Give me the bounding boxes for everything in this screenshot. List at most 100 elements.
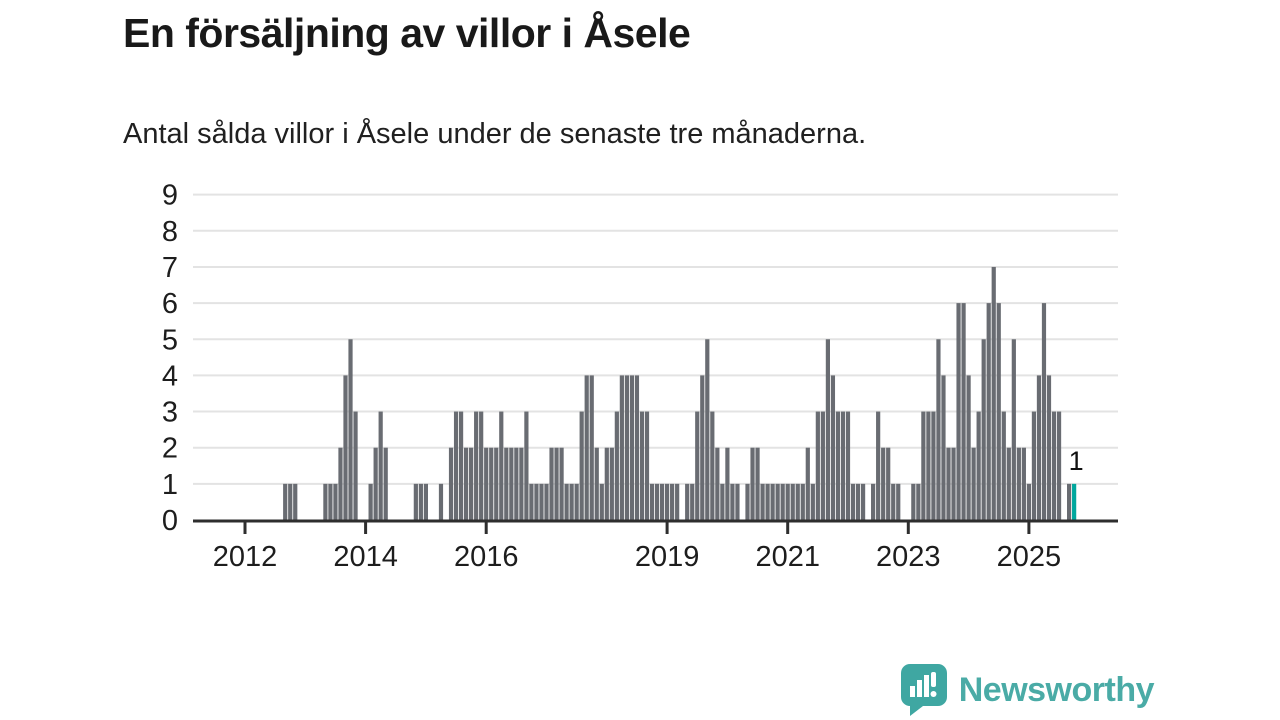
bar-month-154 [1016, 447, 1021, 520]
bar-month-108 [785, 483, 790, 520]
bar-month-64 [564, 483, 569, 520]
bar-month-88 [685, 483, 690, 520]
bar-month-89 [690, 483, 695, 520]
bar-month-76 [624, 375, 629, 520]
bar-month-128 [886, 447, 891, 520]
x-axis-label-2012: 2012 [213, 541, 278, 573]
bar-month-149 [991, 266, 996, 520]
bar-month-78 [634, 375, 640, 520]
bar-month-156 [1026, 483, 1031, 520]
bar-month-123 [860, 483, 866, 520]
logo-exclamation-dot [930, 691, 937, 697]
bar-month-70 [594, 447, 599, 520]
bar-month-118 [835, 411, 841, 520]
bar-month-79 [639, 411, 645, 520]
bar-month-69 [589, 375, 594, 520]
logo-exclamation-stem [930, 672, 936, 687]
bar-month-98 [735, 483, 740, 520]
bar-month-41 [448, 447, 454, 520]
bar-month-77 [629, 375, 635, 520]
bar-month-117 [830, 375, 836, 520]
bar-month-52 [504, 447, 509, 520]
bar-month-53 [509, 447, 514, 520]
y-axis-label-2: 2 [162, 433, 178, 465]
bar-month-19 [338, 447, 343, 520]
bar-month-82 [654, 483, 660, 520]
bar-month-65 [569, 483, 574, 520]
newsworthy-logo-icon [900, 664, 947, 716]
bar-month-148 [986, 303, 991, 520]
bar-month-109 [790, 483, 795, 520]
bar-month-100 [745, 483, 750, 520]
bar-month-138 [936, 339, 941, 520]
bar-month-152 [1006, 447, 1011, 520]
bar-month-116 [825, 339, 830, 520]
bar-month-61 [549, 447, 554, 520]
page-title: En försäljning av villor i Åsele [123, 10, 691, 56]
bar-month-137 [931, 411, 936, 520]
bar-month-162 [1056, 411, 1062, 520]
y-axis-label-3: 3 [162, 397, 178, 429]
bar-month-86 [675, 483, 680, 520]
x-axis-label-2025: 2025 [997, 541, 1062, 573]
bar-month-44 [464, 447, 469, 520]
logo-bar-small [909, 686, 915, 697]
bar-month-93 [710, 411, 715, 520]
bar-month-105 [770, 483, 775, 520]
bar-month-59 [539, 483, 544, 520]
bar-month-126 [876, 411, 881, 520]
bar-month-147 [981, 339, 986, 520]
x-axis-label-2021: 2021 [755, 541, 820, 573]
highlight-value-label: 1 [1069, 446, 1084, 476]
bar-month-119 [840, 411, 846, 520]
y-axis-label-8: 8 [162, 216, 178, 248]
y-axis-label-9: 9 [162, 180, 178, 212]
bar-month-153 [1011, 339, 1016, 520]
bar-month-101 [750, 447, 755, 520]
bar-month-133 [911, 483, 916, 520]
bar-month-144 [966, 375, 971, 520]
bar-month-158 [1036, 375, 1042, 520]
y-axis-label-5: 5 [162, 324, 178, 356]
bar-month-42 [453, 411, 459, 520]
bar-month-120 [845, 411, 851, 520]
bar-month-58 [534, 483, 539, 520]
brand-name: Newsworthy [958, 670, 1155, 709]
bar-month-139 [941, 375, 946, 520]
bar-month-39 [438, 483, 444, 520]
bar-month-90 [695, 411, 700, 520]
bar-month-71 [599, 483, 604, 520]
bar-month-111 [800, 483, 805, 520]
bar-month-129 [891, 483, 896, 520]
y-axis-label-4: 4 [162, 360, 178, 392]
logo-bar-medium [916, 680, 922, 697]
bar-month-125 [871, 483, 876, 520]
bar-month-112 [805, 447, 810, 520]
bar-month-83 [659, 483, 665, 520]
bar-month-55 [519, 447, 524, 520]
bar-month-45 [469, 447, 474, 520]
x-axis-label-2016: 2016 [454, 541, 519, 573]
bar-month-20 [343, 375, 348, 520]
bar-month-161 [1051, 411, 1057, 520]
bar-month-102 [755, 447, 760, 520]
bar-month-9 [288, 483, 293, 520]
bar-month-17 [328, 483, 333, 520]
bar-month-47 [479, 411, 484, 520]
bar-month-130 [896, 483, 901, 520]
bar-month-74 [614, 411, 619, 520]
bar-month-103 [760, 483, 765, 520]
bar-month-63 [559, 447, 564, 520]
bar-month-95 [720, 483, 725, 520]
bar-month-164 [1067, 483, 1072, 520]
bar-month-92 [705, 339, 710, 520]
bar-month-56 [524, 411, 529, 520]
bar-month-150 [996, 303, 1001, 520]
bar-month-94 [715, 447, 720, 520]
bar-month-127 [881, 447, 886, 520]
bar-month-136 [926, 411, 931, 520]
bar-month-25 [368, 483, 373, 520]
bar-month-51 [499, 411, 504, 520]
bar-month-80 [644, 411, 650, 520]
